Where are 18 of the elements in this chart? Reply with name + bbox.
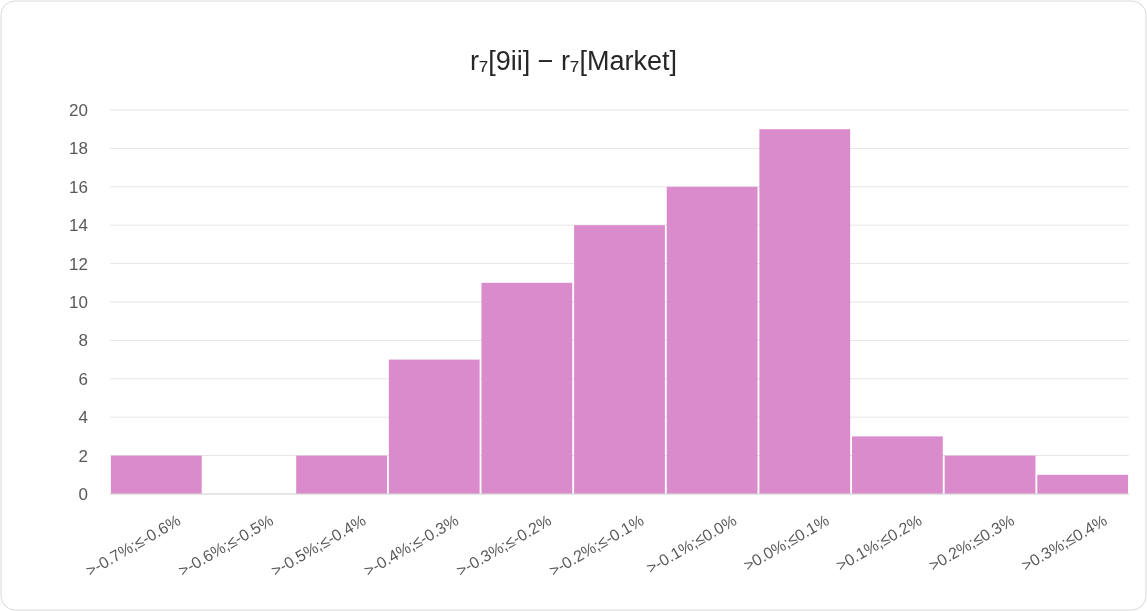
- y-tick-label: 4: [78, 408, 88, 428]
- y-tick-label: 16: [69, 177, 88, 197]
- y-tick-label: 12: [69, 254, 88, 274]
- y-tick-label: 10: [69, 292, 88, 312]
- chart-title: r₇[9ii] − r₇[Market]: [470, 46, 677, 76]
- bar: [852, 436, 943, 494]
- y-tick-label: 14: [69, 216, 88, 236]
- bar: [574, 225, 665, 494]
- y-tick-label: 18: [69, 139, 88, 159]
- bar: [944, 455, 1036, 494]
- y-tick-label: 0: [78, 484, 88, 504]
- y-tick-label: 6: [78, 369, 88, 389]
- y-tick-label: 8: [78, 331, 88, 351]
- bar: [110, 455, 202, 494]
- bar: [1037, 474, 1129, 494]
- y-tick-label: 20: [69, 100, 88, 120]
- bar: [296, 455, 387, 494]
- y-tick-label: 2: [78, 446, 88, 466]
